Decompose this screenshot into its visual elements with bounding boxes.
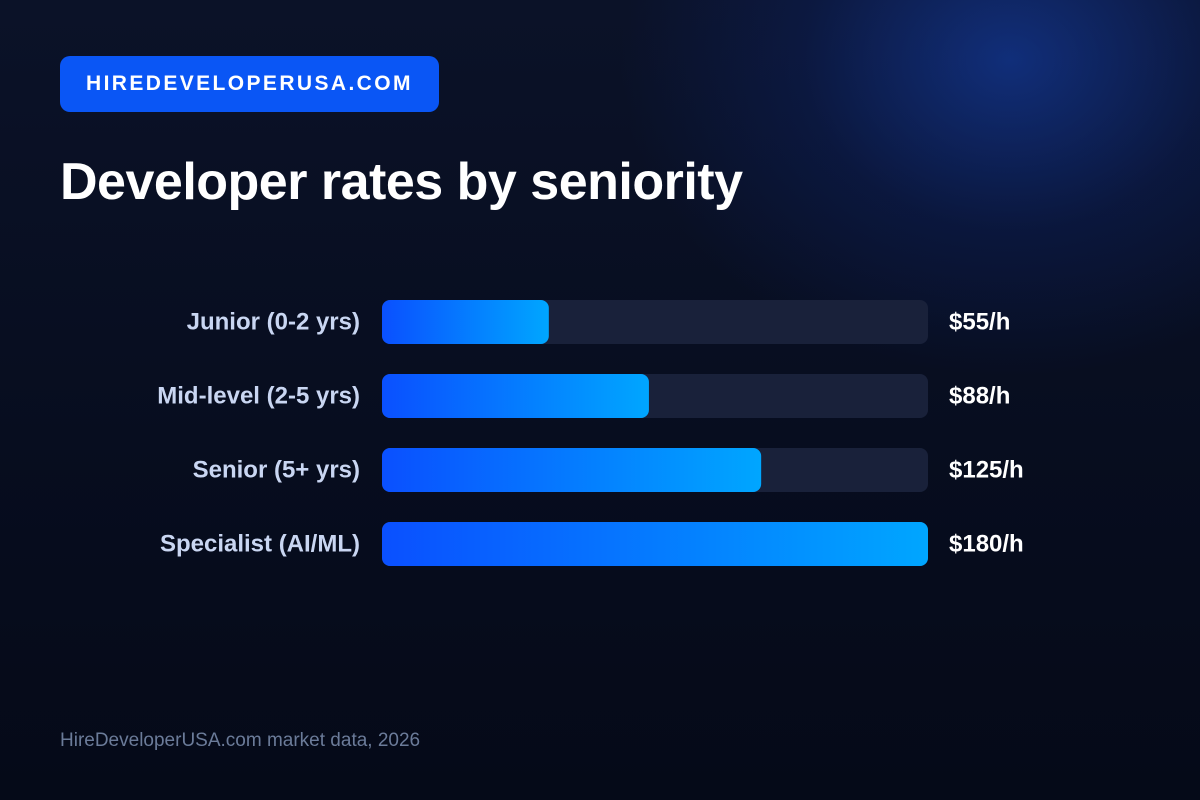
- bar: [382, 448, 762, 492]
- value-label: $55/h: [949, 309, 1010, 336]
- footer-source: HireDeveloperUSA.com market data, 2026: [60, 730, 421, 751]
- chart-title: Developer rates by seniority: [60, 153, 743, 211]
- category-label: Mid-level (2-5 yrs): [157, 383, 360, 410]
- brand-label: HIREDEVELOPERUSA.COM: [86, 72, 413, 95]
- bar-chart: Junior (0-2 yrs) $55/h Mid-level (2-5 yrs)…: [157, 300, 1024, 566]
- bar: [382, 374, 649, 418]
- category-label: Specialist (AI/ML): [160, 531, 360, 558]
- brand-badge: HIREDEVELOPERUSA.COM: [60, 56, 439, 112]
- bar: [382, 522, 928, 566]
- category-label: Senior (5+ yrs): [193, 457, 360, 484]
- bar: [382, 300, 549, 344]
- value-label: $88/h: [949, 383, 1010, 410]
- value-label: $180/h: [949, 531, 1024, 558]
- value-label: $125/h: [949, 457, 1024, 484]
- category-label: Junior (0-2 yrs): [187, 309, 360, 336]
